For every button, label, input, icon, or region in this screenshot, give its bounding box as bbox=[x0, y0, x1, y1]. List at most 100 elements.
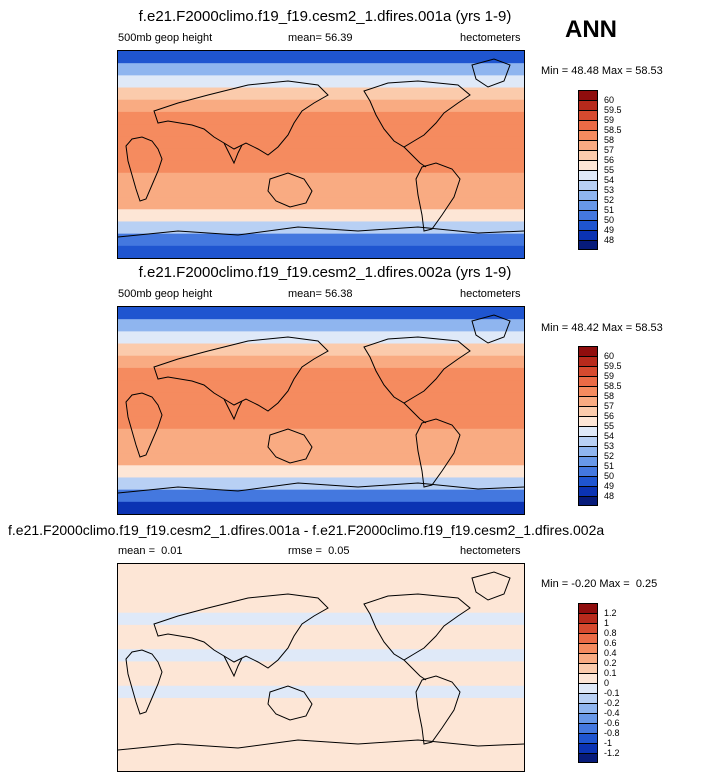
colorbar-cell bbox=[578, 110, 598, 120]
colorbar-tick-label: 51 bbox=[604, 461, 615, 471]
panel-1-colorbar: 60 59.5 59 58.5 58 57 56 55 54 53 52 51 50 49 48 bbox=[578, 90, 658, 250]
coastline bbox=[125, 392, 163, 458]
colorbar-tick-label: 49 bbox=[604, 481, 615, 491]
colorbar-cell bbox=[578, 416, 598, 426]
panel-2-units: hectometers bbox=[460, 288, 521, 300]
coastline bbox=[415, 162, 461, 232]
coastline bbox=[223, 398, 243, 421]
panel-2-variable: 500mb geop height bbox=[118, 288, 213, 300]
colorbar-tick-label: 56 bbox=[604, 155, 615, 165]
colorbar-cell bbox=[578, 240, 598, 250]
colorbar-cell bbox=[578, 713, 598, 723]
contour-band bbox=[118, 564, 524, 577]
colorbar-tick-label: 58.5 bbox=[604, 381, 622, 391]
panel-2-colorbar: 60 59.5 59 58.5 58 57 56 55 54 53 52 51 50 49 48 bbox=[578, 346, 658, 506]
colorbar-cell bbox=[578, 496, 598, 506]
colorbar-cell bbox=[578, 476, 598, 486]
contour-band bbox=[118, 355, 524, 369]
colorbar-tick-label: 56 bbox=[604, 411, 615, 421]
colorbar-cell bbox=[578, 396, 598, 406]
contour-band bbox=[118, 307, 524, 320]
panel-3-mean: mean = 0.01 bbox=[118, 545, 183, 557]
colorbar-cell bbox=[578, 376, 598, 386]
colorbar-tick-label: 49 bbox=[604, 225, 615, 235]
coastline bbox=[223, 655, 243, 678]
panel-3-minmax: Min = -0.20 Max = 0.25 bbox=[541, 578, 658, 590]
colorbar-tick-label: 55 bbox=[604, 165, 615, 175]
colorbar-cell bbox=[578, 446, 598, 456]
coastline bbox=[118, 226, 524, 238]
panel-1-title: f.e21.F2000climo.f19_f19.cesm2_1.dfires.… bbox=[138, 8, 512, 25]
map-plot-0 bbox=[118, 51, 524, 258]
colorbar-cell bbox=[578, 633, 598, 643]
panel-3-rmse: rmse = 0.05 bbox=[288, 545, 350, 557]
colorbar-cell bbox=[578, 210, 598, 220]
contour-band bbox=[118, 209, 524, 223]
contour-band bbox=[118, 649, 524, 663]
colorbar-cell bbox=[578, 436, 598, 446]
colorbar-tick-label: 54 bbox=[604, 175, 615, 185]
panel-3-units: hectometers bbox=[460, 545, 521, 557]
coastline bbox=[125, 136, 163, 202]
panel-2-map bbox=[117, 306, 525, 515]
coastline bbox=[403, 659, 427, 681]
contour-band bbox=[118, 245, 524, 258]
colorbar-tick-label: 50 bbox=[604, 471, 615, 481]
panel-2-minmax: Min = 48.42 Max = 58.53 bbox=[541, 322, 663, 334]
contour-band bbox=[118, 367, 524, 381]
colorbar-tick-label: 1 bbox=[604, 618, 610, 628]
coastline bbox=[153, 336, 329, 412]
colorbar-cell bbox=[578, 160, 598, 170]
colorbar-cell bbox=[578, 386, 598, 396]
colorbar-tick-label: 0.4 bbox=[604, 648, 617, 658]
contour-band bbox=[118, 392, 524, 406]
contour-band bbox=[118, 746, 524, 760]
contour-band bbox=[118, 501, 524, 514]
colorbar-cell bbox=[578, 623, 598, 633]
colorbar-frame bbox=[578, 90, 598, 250]
contour-band bbox=[118, 380, 524, 393]
colorbar-tick-label: -0.4 bbox=[604, 708, 620, 718]
colorbar-tick-label: 48 bbox=[604, 491, 615, 501]
panel-1-variable: 500mb geop height bbox=[118, 32, 213, 44]
colorbar-tick-label: 0.2 bbox=[604, 658, 617, 668]
coastline bbox=[267, 172, 313, 208]
map-plot-2 bbox=[118, 564, 524, 771]
colorbar-tick-label: 1.2 bbox=[604, 608, 617, 618]
contour-band bbox=[118, 453, 524, 466]
colorbar-tick-label: 58 bbox=[604, 135, 615, 145]
contour-band bbox=[118, 343, 524, 357]
colorbar-cell bbox=[578, 180, 598, 190]
coastline bbox=[223, 142, 243, 165]
colorbar-tick-label: 53 bbox=[604, 441, 615, 451]
colorbar-cell bbox=[578, 426, 598, 436]
colorbar-tick-label: 48 bbox=[604, 235, 615, 245]
contour-band bbox=[118, 124, 524, 137]
coastline bbox=[363, 593, 471, 661]
contour-band bbox=[118, 416, 524, 430]
contour-band bbox=[118, 221, 524, 235]
colorbar-tick-label: 58.5 bbox=[604, 125, 622, 135]
colorbar-cell bbox=[578, 230, 598, 240]
contour-band bbox=[118, 624, 524, 638]
colorbar-cell bbox=[578, 653, 598, 663]
colorbar-cell bbox=[578, 406, 598, 416]
contour-band bbox=[118, 99, 524, 113]
colorbar-cell bbox=[578, 220, 598, 230]
panel-2-mean: mean= 56.38 bbox=[288, 288, 353, 300]
colorbar-cell bbox=[578, 743, 598, 753]
colorbar-cell bbox=[578, 703, 598, 713]
colorbar-tick-label: 59 bbox=[604, 115, 615, 125]
colorbar-cell bbox=[578, 613, 598, 623]
coastline bbox=[363, 336, 471, 404]
coastline bbox=[118, 739, 524, 751]
coastline bbox=[118, 482, 524, 494]
colorbar-tick-label: -0.1 bbox=[604, 688, 620, 698]
colorbar-cell bbox=[578, 486, 598, 496]
colorbar-tick-label: -1 bbox=[604, 738, 613, 748]
coastline bbox=[471, 314, 511, 344]
coastline bbox=[415, 418, 461, 488]
contour-band bbox=[118, 87, 524, 101]
colorbar-tick-label: 51 bbox=[604, 205, 615, 215]
contour-band bbox=[118, 588, 524, 602]
